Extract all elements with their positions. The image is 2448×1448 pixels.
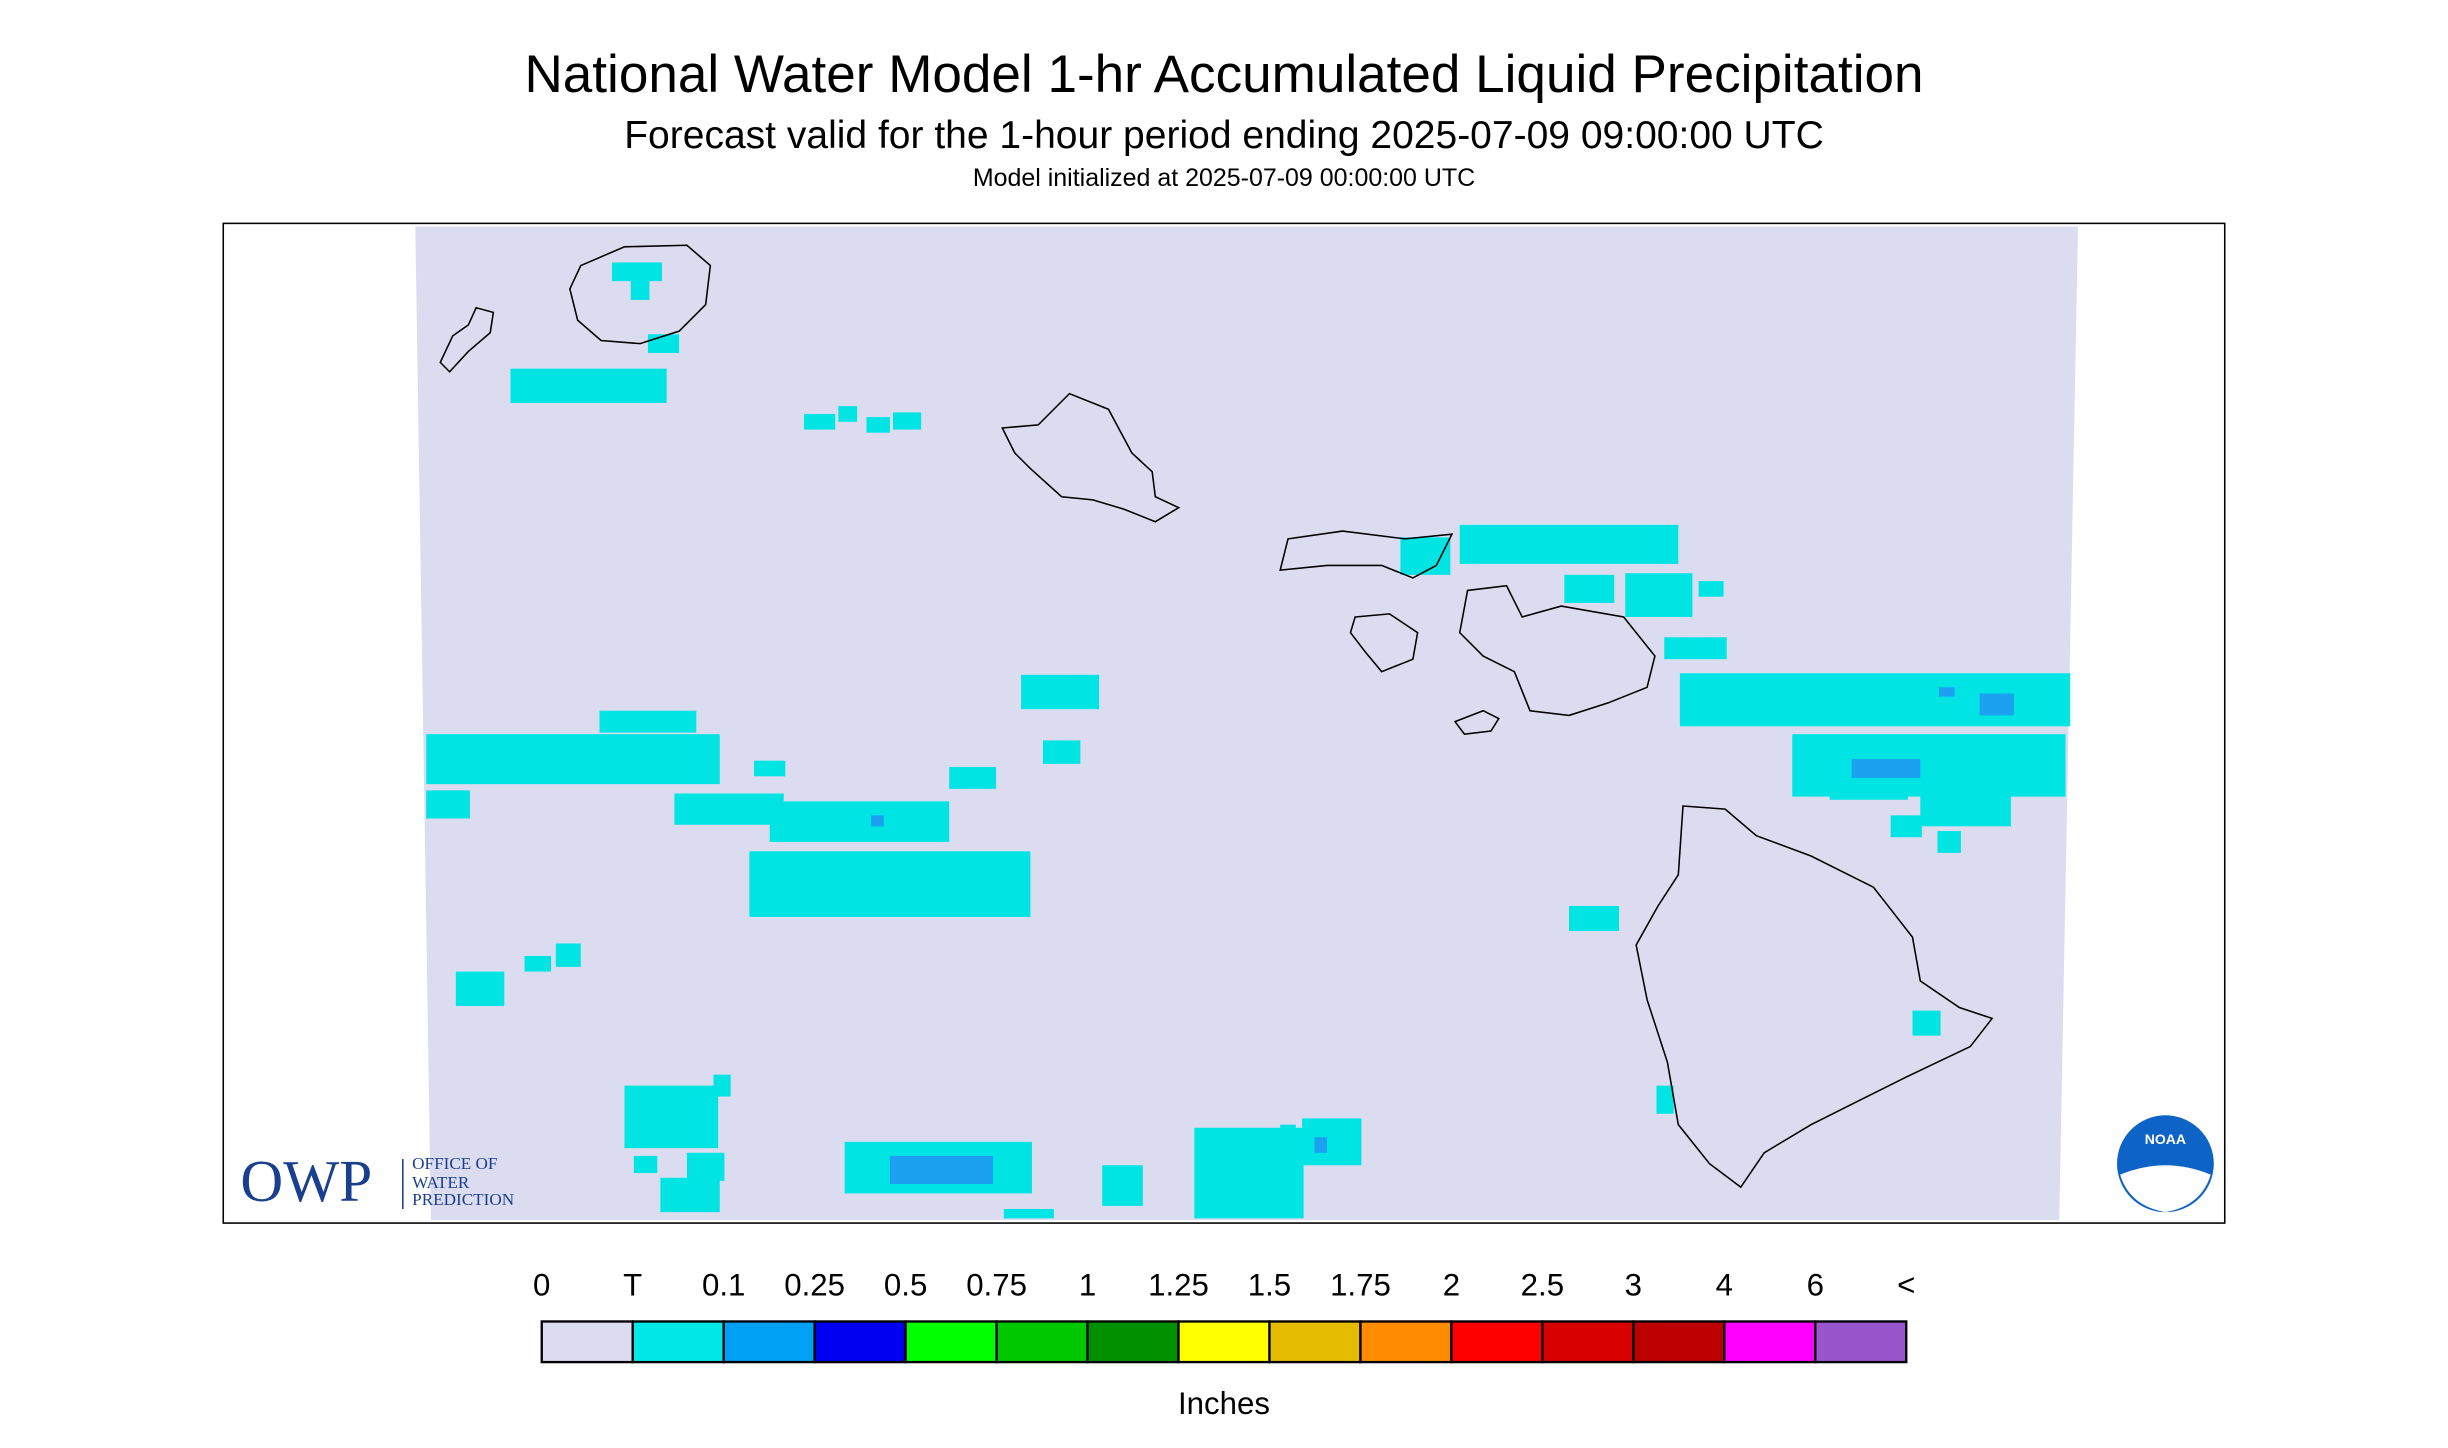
legend-label: 6 [1807,1267,1824,1302]
init-time: Model initialized at 2025-07-09 00:00:00… [973,164,1475,192]
legend-label: 1.5 [1248,1267,1291,1302]
legend-label: 1.25 [1148,1267,1209,1302]
legend-label: 4 [1716,1267,1733,1302]
legend-label: 0.5 [884,1267,927,1302]
legend-swatch [1359,1320,1453,1364]
legend-swatch [722,1320,816,1364]
noaa-wave [2120,1165,2211,1213]
legend-label: < [1897,1267,1915,1302]
legend-label: 0.25 [784,1267,845,1302]
legend-label: 0.75 [966,1267,1027,1302]
legend-swatch [540,1320,634,1364]
legend-label: 0 [533,1267,550,1302]
legend-label: 0.1 [702,1267,745,1302]
legend-swatch [1723,1320,1817,1364]
legend-swatch [904,1320,998,1364]
legend-swatch [1086,1320,1180,1364]
owp-logo: OWP [240,1148,372,1214]
legend-swatch [631,1320,725,1364]
legend-swatch [1541,1320,1635,1364]
legend-swatch [1632,1320,1726,1364]
owp-name: PREDICTION [412,1190,514,1209]
legend-label: 1.75 [1330,1267,1391,1302]
legend-label: 3 [1625,1267,1642,1302]
legend-label: 2 [1443,1267,1460,1302]
legend: 0 T 0.1 0.25 0.5 0.75 1 1.25 1.5 1.75 2 2.5 3 4 6 < [533,1267,1915,1364]
legend-label: 2.5 [1521,1267,1564,1302]
legend-label: 1 [1079,1267,1096,1302]
legend-swatch [995,1320,1089,1364]
coastlines [439,244,1994,1189]
legend-swatch [1268,1320,1362,1364]
subtitle: Forecast valid for the 1-hour period end… [624,114,1824,157]
noaa-text: NOAA [2145,1131,2186,1147]
legend-swatch [1177,1320,1271,1364]
owp-name: WATER [412,1173,470,1192]
model-domain [415,226,2078,1220]
legend-unit: Inches [1178,1386,1270,1421]
precip-trace [426,262,2071,1219]
precip-light [871,687,2014,1185]
legend-swatch [1450,1320,1544,1364]
legend-swatch [813,1320,907,1364]
legend-swatch [1814,1320,1908,1364]
legend-label: T [623,1267,642,1302]
title: National Water Model 1-hr Accumulated Li… [524,45,1923,104]
owp-name: OFFICE OF [412,1154,497,1173]
